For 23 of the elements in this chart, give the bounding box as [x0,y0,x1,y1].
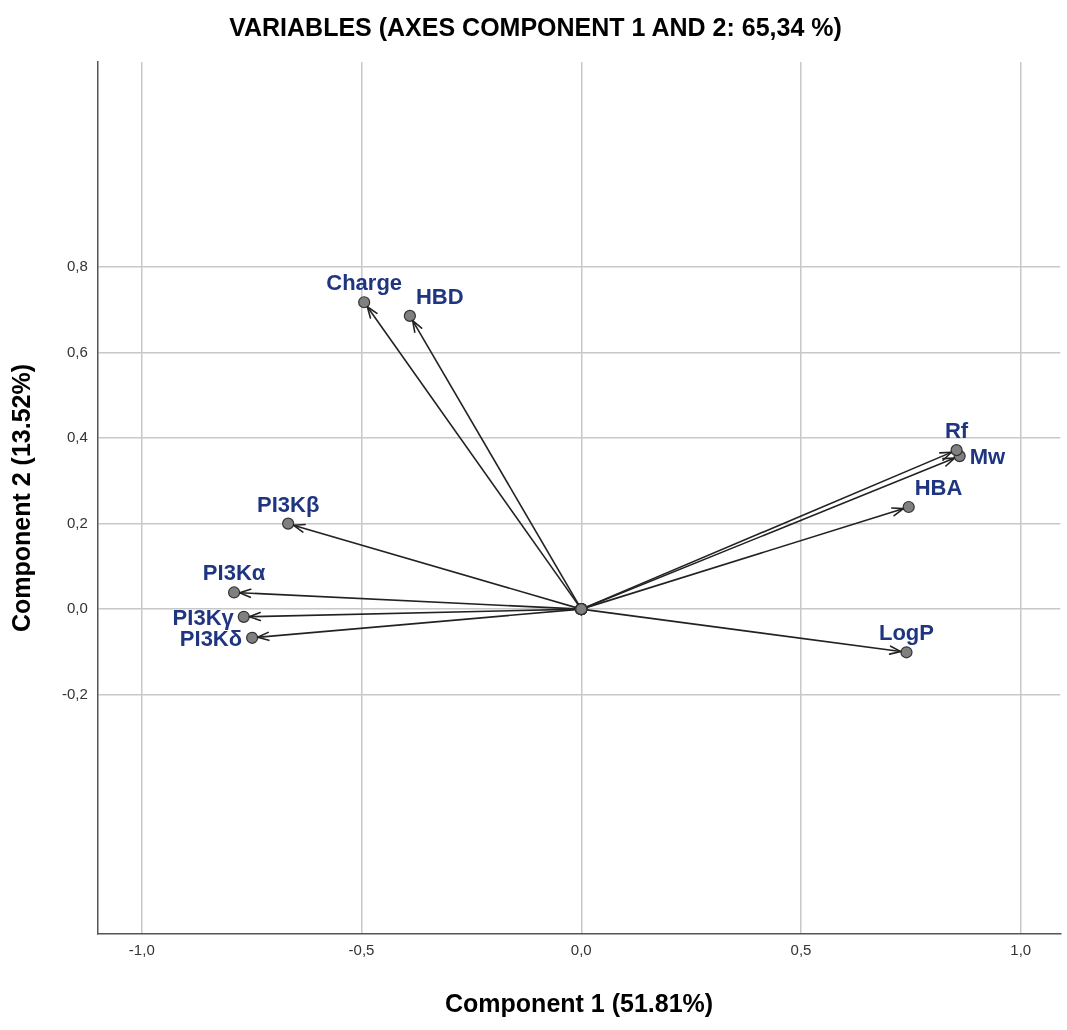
x-tick-label: 0,0 [570,941,592,959]
annotation: PI3Kγ [172,604,235,630]
annotation: PI3Kα [202,560,266,586]
chart-title: VARIABLES (AXES COMPONENT 1 AND 2: 65,34 %) [229,12,842,41]
annotation: HBA [914,474,963,500]
y-tick-label: 0,6 [66,342,88,360]
y-tick-label: 0,8 [66,257,88,275]
annotation: Mw [969,444,1006,470]
x-tick-label: -1,0 [128,941,155,959]
annotation: Rf [944,418,969,444]
y-axis-title: Component 2 (13.52%) [6,363,35,633]
annotation: PI3Kβ [256,491,320,517]
x-tick-label: 0,5 [790,941,812,959]
x-tick-label: -0,5 [348,941,375,959]
y-tick-label: 0,2 [66,513,88,531]
annotation: LogP [878,620,934,646]
y-tick-label: 0,0 [66,599,88,617]
x-tick-label: 1,0 [1010,941,1032,959]
x-axis-title: Component 1 (51.81%) [445,988,714,1017]
annotation: Charge [326,270,403,296]
y-tick-label: 0,4 [66,428,88,446]
y-tick-label: -0,2 [61,684,88,702]
annotation: HBD [415,283,464,309]
